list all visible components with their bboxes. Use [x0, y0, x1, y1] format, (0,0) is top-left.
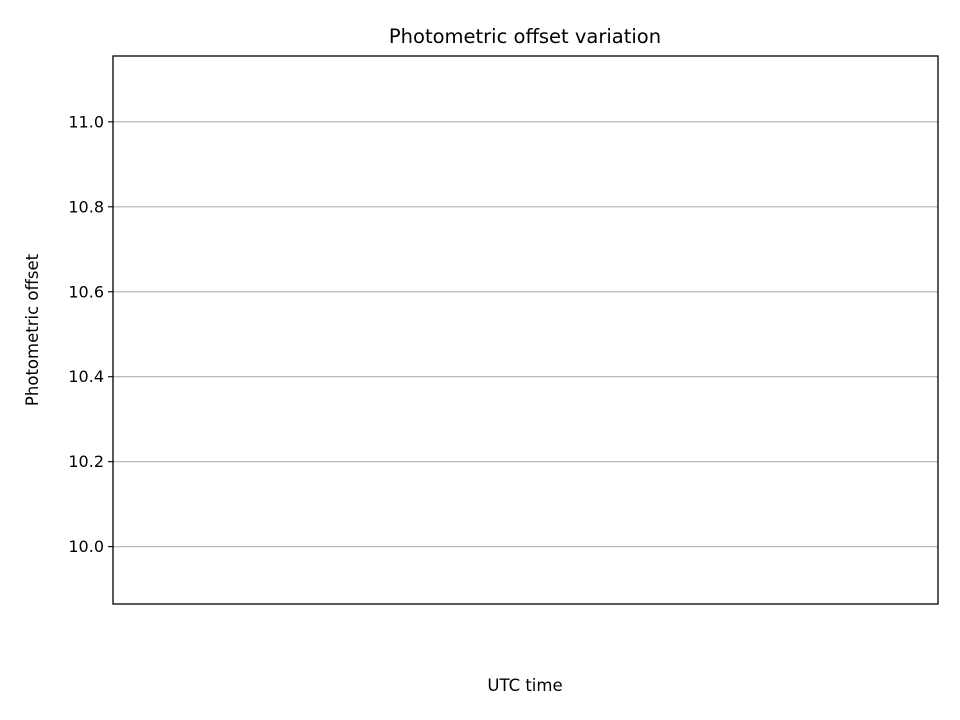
- plot-frame: [112, 55, 939, 605]
- x-axis-label: UTC time: [487, 676, 562, 695]
- y-tick-label: 10.8: [68, 197, 104, 216]
- y-tick-label: 10.0: [68, 537, 104, 556]
- chart-title: Photometric offset variation: [389, 25, 661, 48]
- y-tick-label: 10.6: [68, 282, 104, 301]
- y-tick-label: 10.2: [68, 452, 104, 471]
- y-tick-label: 11.0: [68, 112, 104, 131]
- y-axis-ticks: 10.0 10.2 10.4 10.6 10.8 11.0: [68, 112, 113, 556]
- y-axis-label: Photometric offset: [23, 253, 42, 406]
- y-tick-label: 10.4: [68, 367, 104, 386]
- grid-lines: [113, 121, 938, 548]
